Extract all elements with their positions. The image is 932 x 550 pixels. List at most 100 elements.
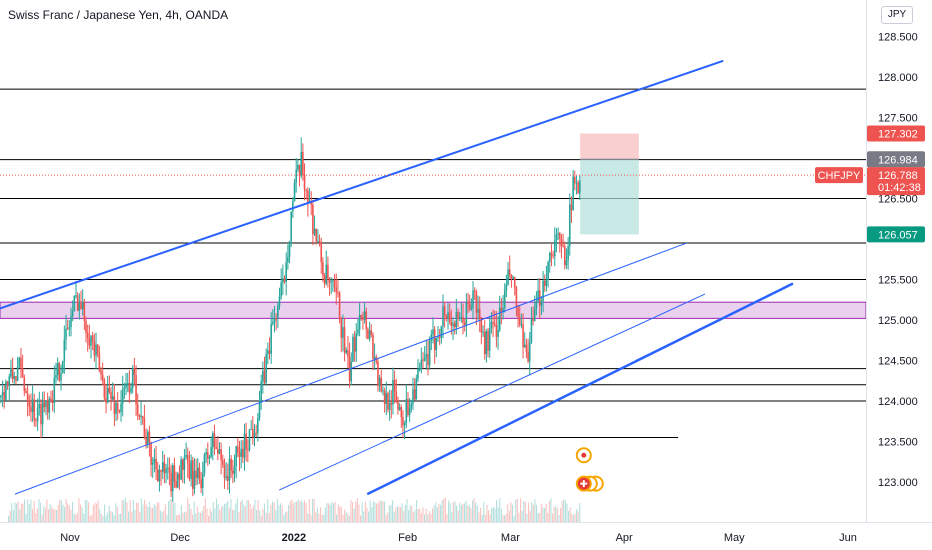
candle-body bbox=[28, 402, 31, 407]
candle-body bbox=[3, 392, 6, 401]
candle-body bbox=[383, 390, 386, 404]
candle-body bbox=[315, 228, 318, 242]
candle-body bbox=[557, 233, 559, 235]
stop-price-tag-bg bbox=[867, 125, 925, 142]
candle-body bbox=[443, 306, 446, 316]
candle-body bbox=[323, 276, 326, 284]
volume-bar bbox=[288, 504, 290, 522]
candle-body bbox=[495, 325, 498, 337]
volume-bar bbox=[435, 502, 437, 522]
candle-body bbox=[211, 433, 214, 448]
volume-bar bbox=[49, 504, 51, 522]
candle-body bbox=[55, 374, 57, 378]
candle-body bbox=[427, 354, 429, 366]
candle-body bbox=[345, 350, 348, 353]
candle-body bbox=[257, 418, 259, 434]
volume-bar bbox=[142, 504, 144, 522]
candle-body bbox=[106, 388, 109, 403]
candle-body bbox=[270, 323, 272, 354]
candle-body bbox=[131, 368, 134, 388]
candle-body bbox=[318, 241, 321, 243]
volume-bar bbox=[500, 508, 502, 522]
volume-bar bbox=[35, 513, 37, 522]
volume-bar bbox=[369, 500, 371, 522]
candle-body bbox=[237, 446, 239, 453]
candle-body bbox=[45, 400, 47, 408]
candle-body bbox=[462, 317, 464, 323]
volume-bar bbox=[537, 513, 539, 522]
candle-body bbox=[50, 398, 52, 402]
volume-bar bbox=[564, 499, 566, 522]
candle-body bbox=[312, 204, 314, 235]
candle-body bbox=[475, 291, 478, 313]
volume-bar bbox=[508, 511, 510, 522]
volume-bar bbox=[120, 513, 122, 522]
candle-body bbox=[98, 353, 101, 371]
volume-bar bbox=[550, 498, 552, 522]
volume-bar bbox=[504, 515, 506, 522]
candle-body bbox=[76, 295, 79, 311]
candle-body bbox=[141, 416, 144, 419]
volume-bar bbox=[440, 504, 442, 522]
candle-body bbox=[86, 332, 89, 339]
volume-bar bbox=[310, 514, 312, 522]
volume-bar bbox=[203, 505, 205, 522]
volume-bar bbox=[86, 500, 88, 522]
candle-body bbox=[505, 284, 508, 291]
volume-bar bbox=[57, 504, 59, 522]
volume-bar bbox=[78, 498, 80, 522]
candle-body bbox=[473, 290, 476, 292]
candle-body bbox=[23, 376, 26, 391]
volume-bar bbox=[148, 502, 150, 522]
volume-bar bbox=[480, 507, 482, 522]
candle-body bbox=[457, 312, 459, 319]
candle-body bbox=[402, 417, 404, 426]
y-tick-label: 123.500 bbox=[878, 437, 918, 449]
volume-bar bbox=[313, 498, 315, 522]
volume-bar bbox=[156, 502, 158, 522]
volume-bar bbox=[260, 515, 262, 522]
volume-bar bbox=[65, 499, 67, 522]
volume-bar bbox=[206, 508, 208, 522]
volume-bar bbox=[144, 499, 146, 522]
candle-body bbox=[171, 465, 174, 492]
volume-bar bbox=[428, 511, 430, 522]
candle-body bbox=[95, 344, 97, 356]
volume-bar bbox=[216, 498, 218, 522]
candle-body bbox=[210, 447, 212, 457]
volume-bar bbox=[100, 513, 102, 522]
volume-bar bbox=[131, 511, 133, 522]
candle-body bbox=[58, 362, 61, 381]
candle-body bbox=[63, 339, 66, 361]
candle-body bbox=[130, 387, 132, 393]
candle-body bbox=[208, 456, 211, 459]
candle-body bbox=[16, 366, 19, 381]
volume-bar bbox=[262, 508, 264, 522]
volume-bar bbox=[308, 498, 310, 522]
volume-bar bbox=[416, 500, 418, 522]
volume-bar bbox=[60, 500, 62, 522]
candle-body bbox=[547, 262, 549, 280]
volume-bar bbox=[379, 500, 381, 522]
candle-body bbox=[31, 399, 34, 412]
volume-bar bbox=[228, 508, 230, 522]
currency-badge[interactable]: JPY bbox=[881, 6, 913, 24]
candle-body bbox=[228, 458, 231, 481]
volume-bar bbox=[83, 513, 85, 522]
candle-body bbox=[280, 282, 282, 297]
candle-body bbox=[85, 320, 87, 333]
candle-body bbox=[442, 306, 444, 327]
candle-body bbox=[65, 328, 67, 340]
candle-body bbox=[328, 278, 331, 283]
candle-body bbox=[363, 311, 366, 320]
candle-body bbox=[570, 204, 573, 211]
volume-bar bbox=[529, 510, 531, 522]
volume-bar bbox=[182, 512, 184, 522]
candle-body bbox=[175, 481, 177, 488]
volume-bar bbox=[515, 499, 517, 522]
candle-body bbox=[393, 379, 396, 392]
volume-bar bbox=[128, 511, 130, 522]
volume-bar bbox=[401, 503, 403, 522]
volume-bar bbox=[417, 508, 419, 522]
